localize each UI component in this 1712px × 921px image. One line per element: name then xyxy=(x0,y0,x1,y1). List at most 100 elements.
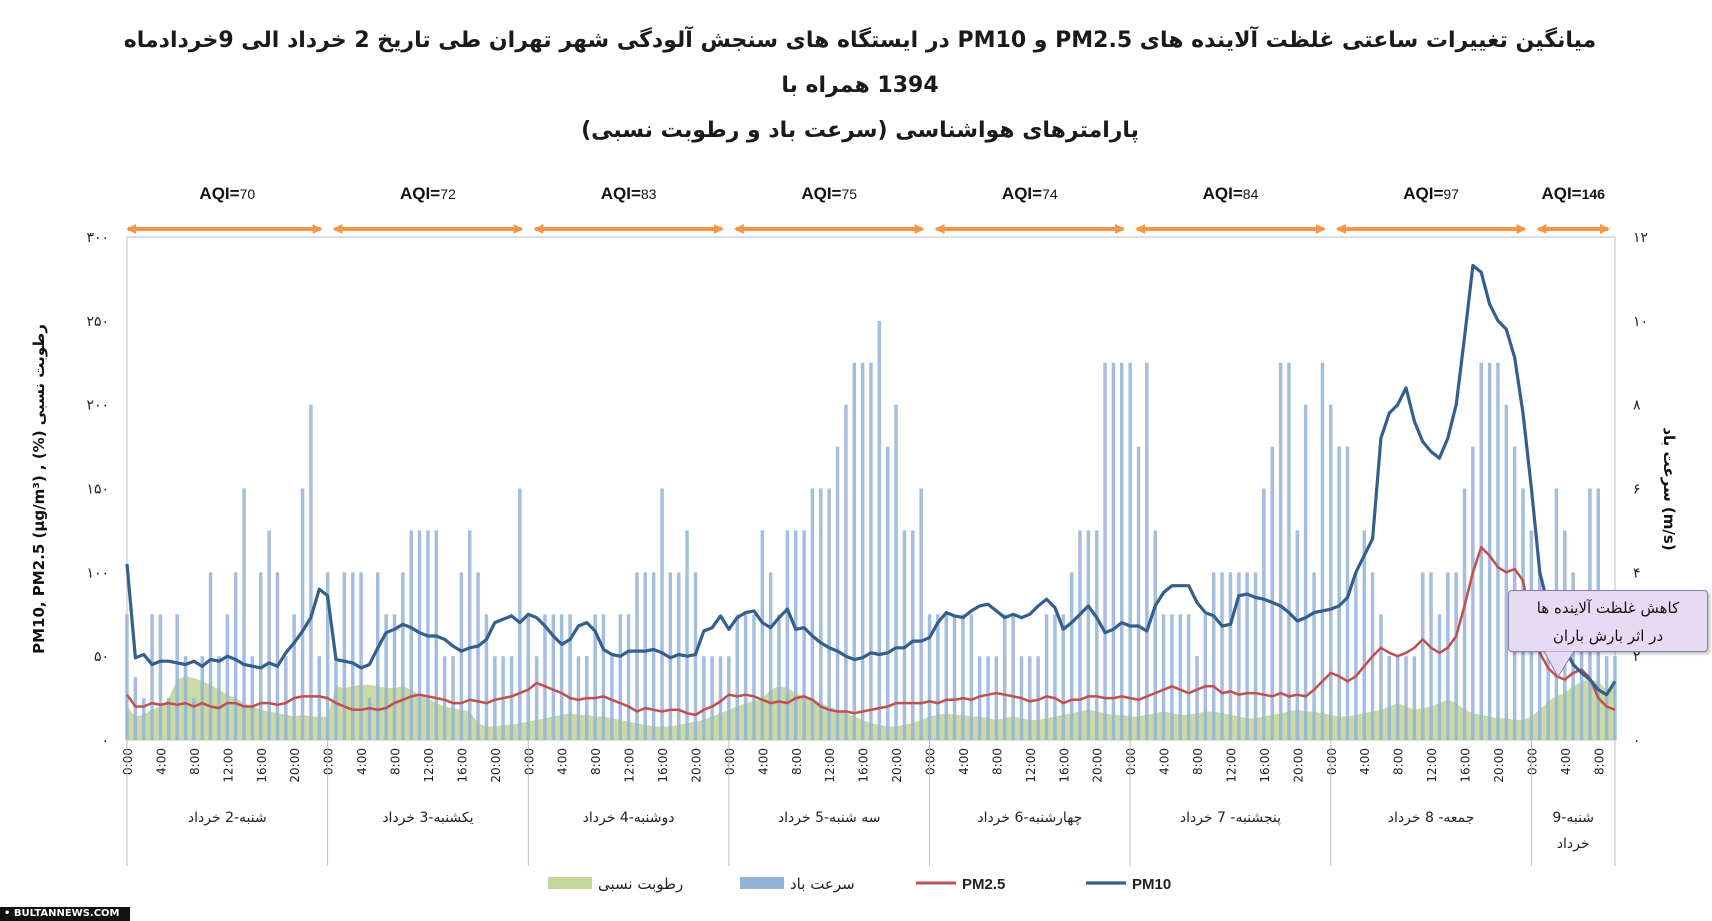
wind-bar xyxy=(1287,362,1291,741)
wind-bar xyxy=(743,614,748,741)
wind-bar xyxy=(509,656,514,740)
wind-bar xyxy=(317,656,321,740)
x-hour-tick: 8:00 xyxy=(1191,748,1205,775)
y-left-tick: ۱۵۰ xyxy=(86,482,109,498)
wind-bar xyxy=(1069,572,1074,740)
wind-bar xyxy=(1379,614,1383,741)
wind-bar xyxy=(1044,614,1049,741)
wind-bar xyxy=(1487,362,1492,741)
wind-bar xyxy=(1203,614,1208,741)
wind-bar xyxy=(877,320,882,740)
wind-bar xyxy=(1479,362,1483,741)
x-hour-tick: 12:00 xyxy=(823,748,837,783)
wind-bar xyxy=(543,614,547,741)
wind-bar xyxy=(1237,572,1241,740)
wind-bar xyxy=(576,656,581,740)
wind-bar xyxy=(1295,530,1300,740)
wind-bar xyxy=(969,614,974,741)
wind-bar xyxy=(819,488,823,740)
x-hour-tick: 8:00 xyxy=(389,748,403,775)
wind-bar xyxy=(409,530,413,740)
rain-annotation: کاهش غلظت آلاینده ها در اثر بارش باران xyxy=(1508,590,1708,652)
wind-bar xyxy=(568,614,572,741)
wind-bar xyxy=(927,614,932,741)
x-hour-tick: 20:00 xyxy=(489,748,503,783)
y-left-tick: ۲۵۰ xyxy=(86,314,109,330)
wind-bar xyxy=(476,572,480,740)
y-right-tick: ۱۲ xyxy=(1633,230,1648,246)
wind-bar xyxy=(1245,572,1249,740)
aqi-label: AQI=74 xyxy=(1002,184,1058,203)
wind-bar xyxy=(292,614,296,741)
x-hour-tick: 0:00 xyxy=(121,748,135,775)
wind-bar xyxy=(1103,362,1107,741)
wind-bar xyxy=(484,614,489,741)
wind-bar xyxy=(192,698,196,740)
x-hour-tick: 0:00 xyxy=(1525,748,1539,775)
wind-bar xyxy=(635,572,639,740)
x-hour-tick: 20:00 xyxy=(1091,748,1105,783)
wind-bar xyxy=(768,572,773,740)
wind-bar xyxy=(401,572,405,740)
wind-bar xyxy=(1538,572,1542,740)
wind-bar xyxy=(150,614,154,741)
wind-bar xyxy=(233,572,238,740)
wind-bar xyxy=(919,488,923,740)
x-hour-tick: 16:00 xyxy=(1258,748,1272,783)
x-day-label: یکشنبه-3 خرداد xyxy=(382,810,473,826)
x-hour-tick: 4:00 xyxy=(1358,748,1372,775)
wind-bar xyxy=(894,404,898,740)
x-hour-tick: 16:00 xyxy=(1459,748,1473,783)
wind-bar xyxy=(760,530,765,740)
wind-bar xyxy=(1395,656,1400,740)
wind-bar xyxy=(325,572,330,740)
x-hour-tick: 4:00 xyxy=(756,748,770,775)
wind-bar xyxy=(183,656,188,740)
y-right-tick: ۰ xyxy=(1633,733,1641,749)
wind-bar xyxy=(300,488,305,740)
wind-bar xyxy=(351,572,355,740)
wind-bar xyxy=(1053,614,1057,741)
wind-bar xyxy=(1061,614,1065,741)
x-hour-tick: 8:00 xyxy=(1392,748,1406,775)
wind-bar xyxy=(417,530,422,740)
wind-bar xyxy=(1170,614,1174,741)
x-day-label: چهارشنبه-6 خرداد xyxy=(977,810,1082,826)
wind-bar xyxy=(1161,614,1166,741)
wind-bar xyxy=(727,656,731,740)
wind-bar xyxy=(735,614,739,741)
aqi-label: AQI=84 xyxy=(1203,184,1259,203)
wind-bar xyxy=(626,614,631,741)
y-right-tick: ۶ xyxy=(1633,482,1641,498)
wind-bar xyxy=(133,677,138,740)
chart-title-line1: میانگین تغییرات ساعتی غلظت آلاینده های P… xyxy=(123,28,1597,98)
wind-bar xyxy=(860,362,865,741)
x-hour-tick: 0:00 xyxy=(1325,748,1339,775)
y-left-tick: ۰ xyxy=(101,733,109,749)
x-hour-tick: 4:00 xyxy=(1158,748,1172,775)
wind-bar xyxy=(1262,488,1266,740)
wind-bar xyxy=(1437,614,1442,741)
wind-bar xyxy=(1429,572,1433,740)
wind-bar xyxy=(559,614,564,741)
wind-bar xyxy=(1546,614,1550,741)
x-hour-tick: 8:00 xyxy=(990,748,1004,775)
wind-bar xyxy=(936,614,940,741)
wind-bar xyxy=(1095,530,1099,740)
wind-bar xyxy=(367,698,372,740)
wind-bar xyxy=(710,656,714,740)
wind-bar xyxy=(835,446,840,740)
x-hour-tick: 0:00 xyxy=(522,748,536,775)
x-day-label: جمعه- 8 خرداد xyxy=(1388,810,1475,826)
x-hour-tick: 12:00 xyxy=(221,748,235,783)
wind-bar xyxy=(1496,362,1500,741)
wind-bar xyxy=(911,530,915,740)
x-hour-tick: 20:00 xyxy=(1492,748,1506,783)
x-day-label: شنبه-9 xyxy=(1552,810,1594,826)
rain-annotation-line2: در اثر بارش باران xyxy=(1552,627,1664,645)
wind-bar xyxy=(1136,446,1141,740)
wind-bar xyxy=(1195,656,1199,740)
wind-bar xyxy=(175,614,179,741)
wind-bar xyxy=(1446,572,1450,740)
wind-bar xyxy=(451,656,455,740)
